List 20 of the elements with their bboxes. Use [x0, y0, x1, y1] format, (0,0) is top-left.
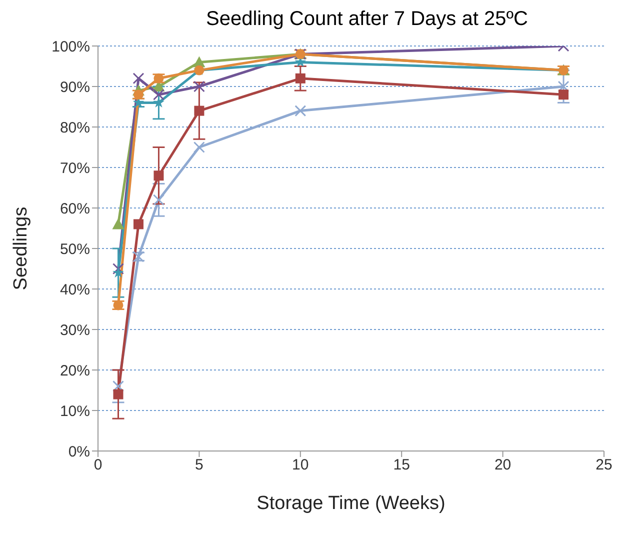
x-tick-label: 10 [292, 456, 309, 474]
y-tick-label: 0% [68, 443, 90, 460]
y-tick-label: 50% [60, 240, 90, 258]
y-tick-label: 90% [60, 78, 90, 96]
x-tick-label: 5 [195, 456, 204, 474]
y-tick-label: 100% [52, 38, 90, 56]
y-tick-label: 20% [60, 362, 90, 380]
x-tick-label: 0 [94, 456, 102, 474]
chart-title: Seedling Count after 7 Days at 25ºC [205, 8, 529, 32]
x-tick-label: 25 [596, 456, 612, 474]
y-tick-label: 40% [60, 281, 90, 298]
x-tick-label: 20 [494, 456, 512, 474]
x-tick-label: 15 [393, 456, 410, 474]
y-tick-label: 30% [60, 322, 90, 339]
y-tick-label: 70% [60, 160, 90, 177]
y-tick-label: 10% [60, 402, 90, 420]
y-axis-title: Seedlings [10, 206, 32, 290]
x-axis-title: Storage Time (Weeks) [256, 493, 446, 514]
y-tick-label: 60% [60, 200, 90, 218]
y-tick-label: 80% [60, 119, 90, 136]
